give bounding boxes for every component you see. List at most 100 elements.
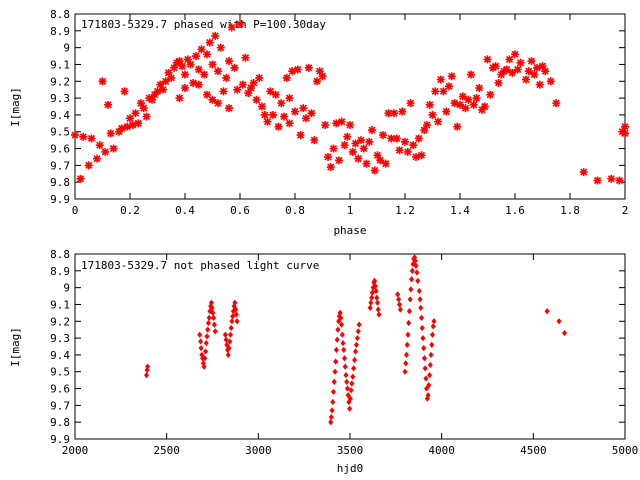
data-point xyxy=(439,87,448,96)
data-point xyxy=(274,122,283,131)
data-point xyxy=(260,110,269,119)
data-point xyxy=(329,407,335,414)
data-point xyxy=(425,392,431,399)
data-point xyxy=(280,112,288,121)
data-point xyxy=(293,65,302,74)
data-point xyxy=(197,331,203,338)
data-point xyxy=(464,95,473,104)
data-point xyxy=(341,346,347,354)
data-point xyxy=(232,299,238,306)
y-tick-label: 9.5 xyxy=(50,126,70,139)
data-point xyxy=(483,55,492,64)
y-tick-label: 9.2 xyxy=(50,315,70,328)
data-point xyxy=(255,73,264,82)
data-point xyxy=(450,99,459,108)
data-point xyxy=(615,176,624,185)
y-tick-label: 9.9 xyxy=(50,193,70,206)
data-point xyxy=(128,121,137,129)
x-tick-label: 2 xyxy=(622,204,629,217)
data-point xyxy=(372,277,378,285)
data-point xyxy=(224,341,230,348)
data-point xyxy=(352,348,359,355)
data-point xyxy=(349,380,355,387)
data-point xyxy=(524,67,533,76)
data-point xyxy=(431,87,440,96)
data-point xyxy=(203,348,209,355)
data-point xyxy=(208,95,217,104)
data-point xyxy=(335,326,341,333)
data-point xyxy=(203,90,211,99)
x-tick-label: 5000 xyxy=(612,444,639,457)
phased-data-points xyxy=(71,20,629,185)
data-point xyxy=(225,57,233,66)
unphased-x-axis-label: hjd0 xyxy=(337,462,364,475)
data-point xyxy=(226,345,232,352)
data-point xyxy=(401,137,409,146)
data-point xyxy=(236,20,244,29)
data-point xyxy=(538,62,547,71)
data-point xyxy=(344,378,350,385)
data-point xyxy=(337,117,346,126)
y-tick-label: 9.5 xyxy=(50,366,70,379)
data-point xyxy=(211,314,217,322)
data-point xyxy=(350,373,356,380)
data-point xyxy=(516,58,525,67)
y-tick-label: 9.6 xyxy=(50,143,70,156)
data-point xyxy=(266,87,275,96)
data-point xyxy=(355,328,361,335)
data-point xyxy=(277,99,286,108)
data-point xyxy=(348,387,354,394)
data-point xyxy=(556,318,562,325)
data-point xyxy=(233,306,239,313)
y-tick-label: 8.9 xyxy=(50,25,70,38)
data-point xyxy=(71,131,79,140)
data-point xyxy=(421,355,427,362)
data-point xyxy=(299,104,308,113)
data-point xyxy=(117,124,126,133)
data-point xyxy=(497,70,506,79)
data-point xyxy=(345,392,351,399)
data-point xyxy=(198,345,204,352)
y-tick-label: 9 xyxy=(63,42,70,55)
data-point xyxy=(84,161,93,170)
data-point xyxy=(197,45,206,54)
data-point xyxy=(340,339,346,347)
data-point xyxy=(424,385,430,392)
data-point xyxy=(123,122,132,131)
data-point xyxy=(530,70,539,79)
data-point xyxy=(621,122,629,131)
data-point xyxy=(374,299,381,306)
data-point xyxy=(362,159,371,168)
data-point xyxy=(351,365,357,372)
unphased-data-points xyxy=(143,254,568,426)
unphased-light-curve-panel: 171803-5329.7 not phased light curve 200… xyxy=(9,248,638,475)
data-point xyxy=(415,277,421,285)
data-point xyxy=(161,77,170,86)
x-tick-label: 3500 xyxy=(337,444,364,457)
data-point xyxy=(330,398,336,406)
data-point xyxy=(541,67,550,76)
data-point xyxy=(198,338,204,345)
data-point xyxy=(206,314,212,322)
x-tick-label: 2500 xyxy=(153,444,180,457)
data-point xyxy=(126,114,134,123)
data-point xyxy=(194,65,203,74)
data-point xyxy=(408,286,414,293)
data-point xyxy=(244,89,253,98)
data-point xyxy=(425,100,434,109)
data-point xyxy=(353,341,359,348)
data-point xyxy=(332,119,341,128)
data-point xyxy=(143,371,150,379)
data-point xyxy=(373,151,382,160)
data-point xyxy=(472,94,481,103)
x-tick-label: 0.6 xyxy=(230,204,250,217)
data-point xyxy=(376,311,382,318)
data-point xyxy=(328,413,334,421)
data-point xyxy=(331,378,337,385)
data-point xyxy=(458,92,467,101)
data-point xyxy=(621,129,629,138)
data-point xyxy=(203,339,209,347)
x-tick-label: 4000 xyxy=(428,444,455,457)
y-tick-label: 9.3 xyxy=(50,92,70,105)
